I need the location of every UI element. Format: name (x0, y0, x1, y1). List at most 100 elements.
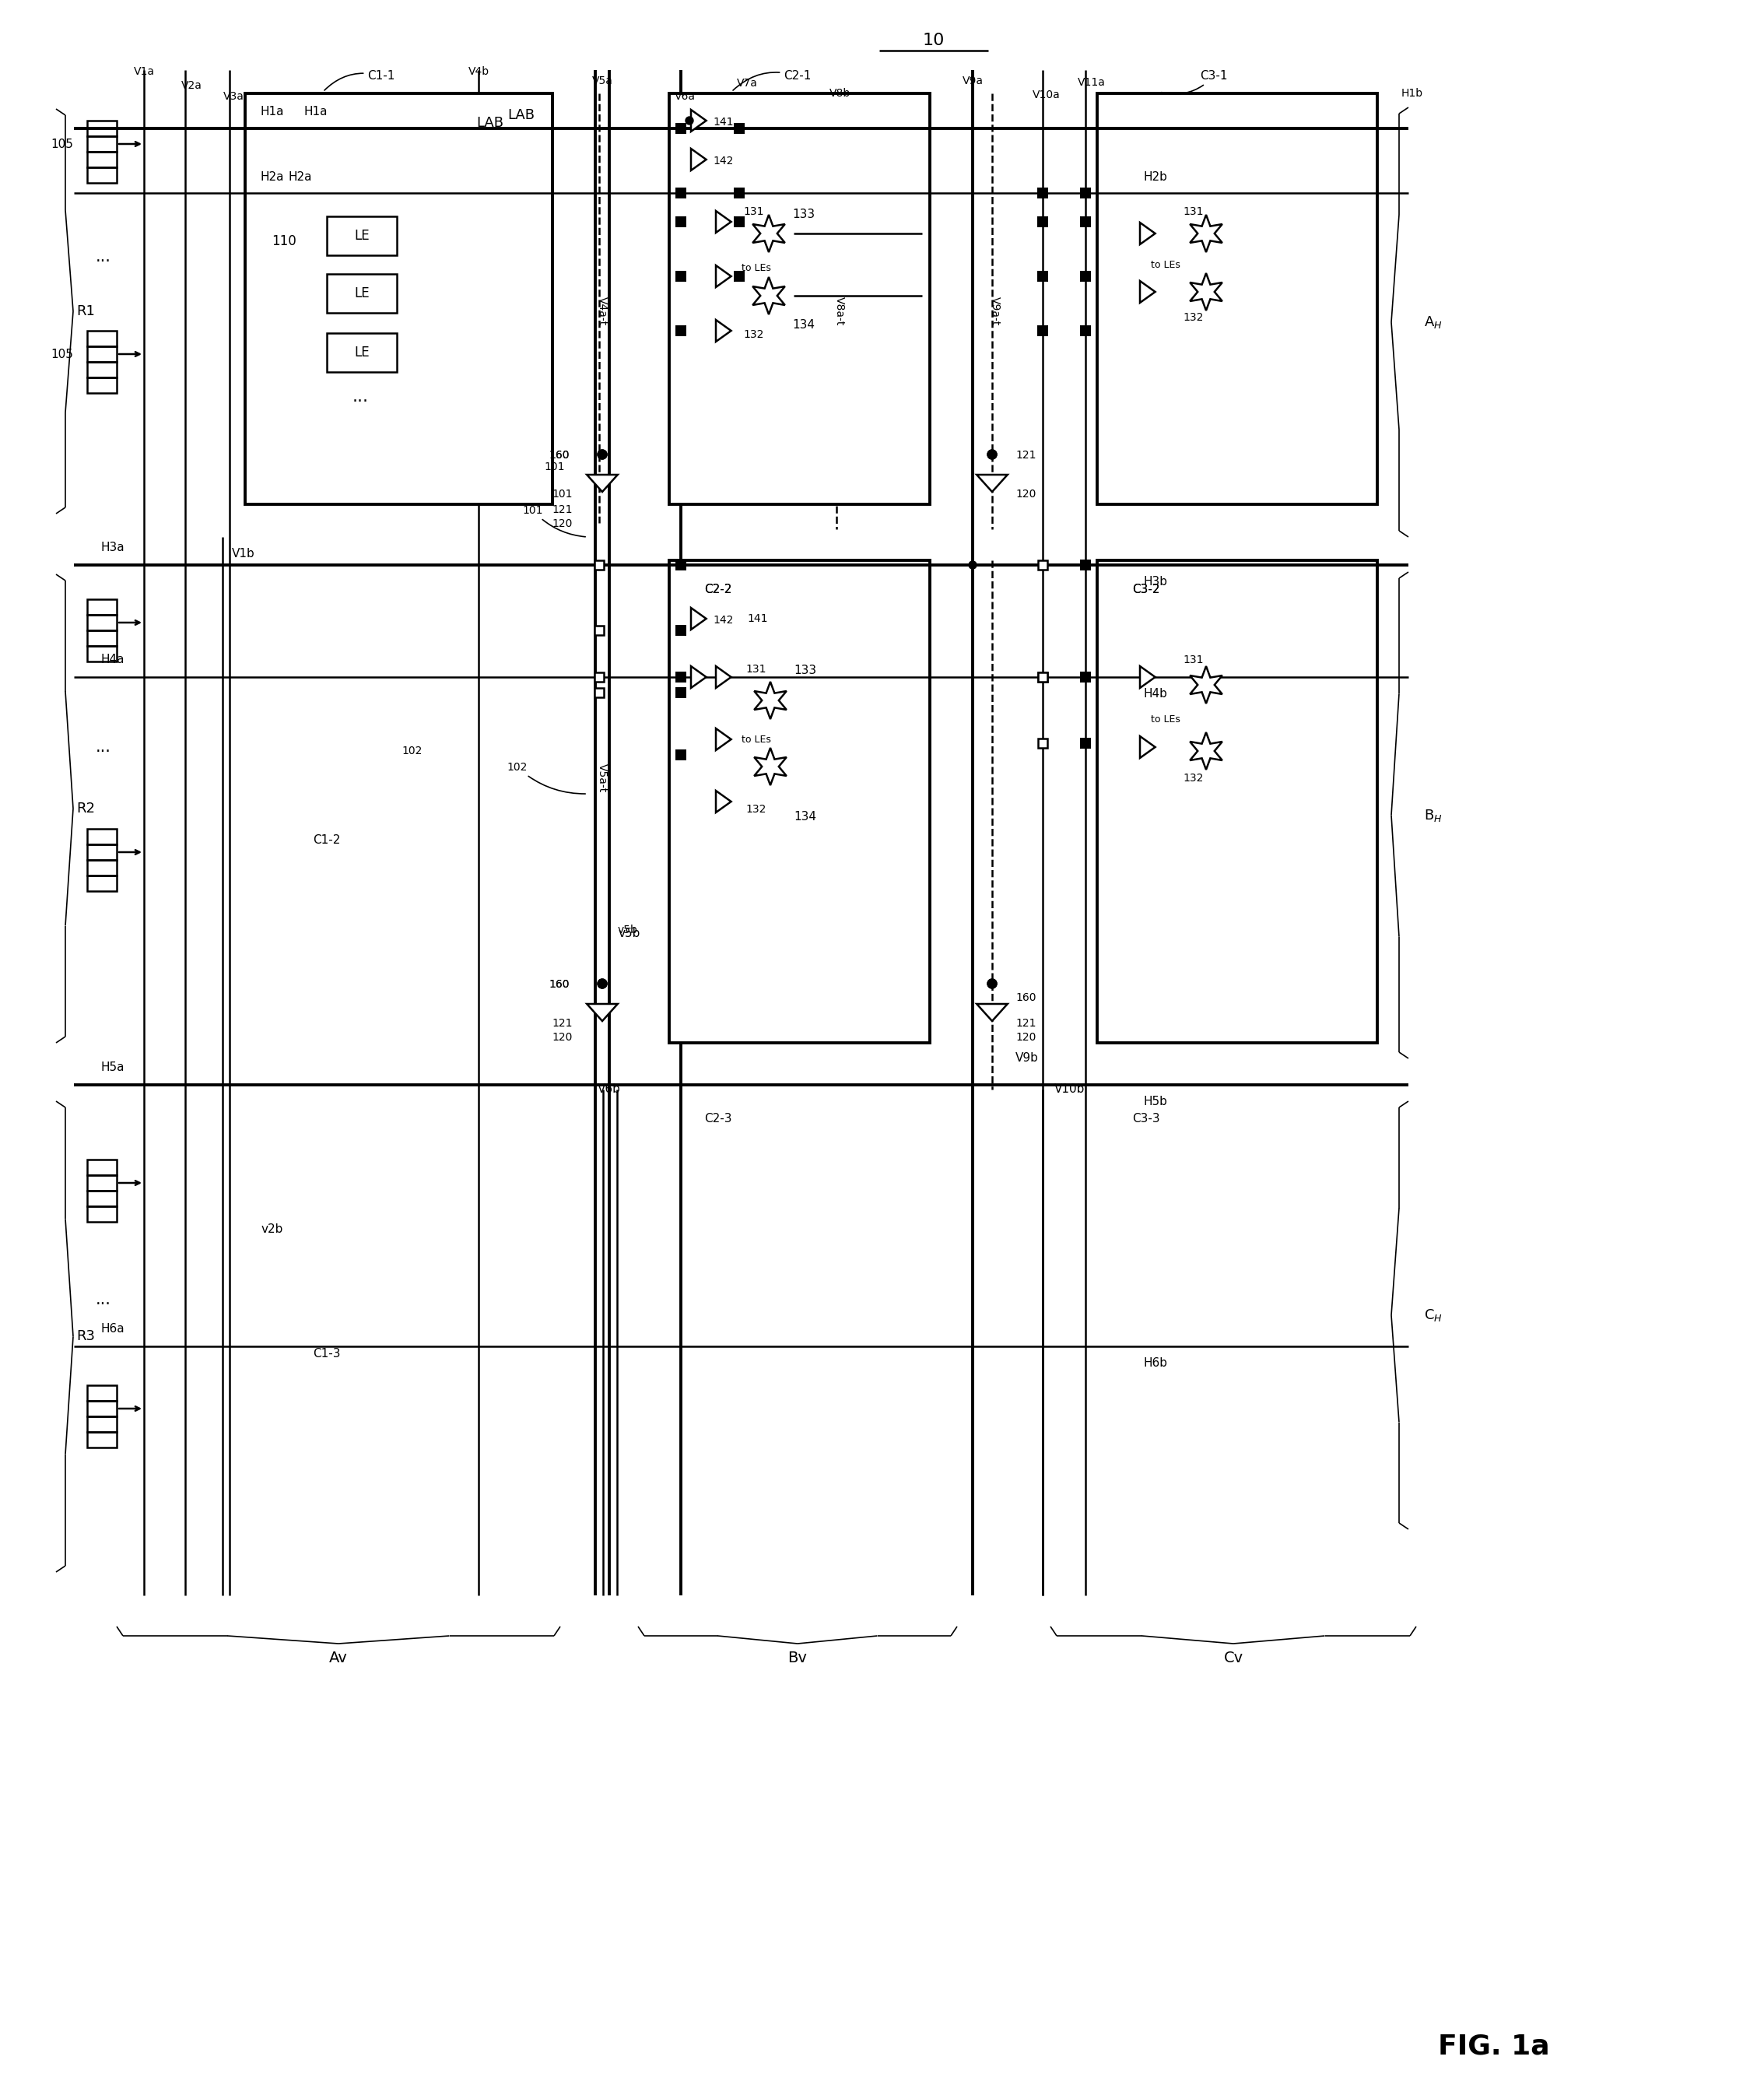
Text: Av: Av (330, 1651, 348, 1666)
Text: A$_H$: A$_H$ (1424, 314, 1443, 331)
Text: H1a: H1a (303, 105, 326, 117)
Text: 120: 120 (1016, 488, 1035, 499)
Bar (1080, 270, 1090, 281)
Bar (86, 859, 116, 876)
Text: V2a: V2a (182, 80, 201, 90)
Text: V1b: V1b (231, 549, 256, 559)
Bar (86, 1416, 116, 1433)
Polygon shape (977, 476, 1007, 492)
Bar (676, 672, 686, 683)
Polygon shape (1140, 281, 1155, 304)
Text: C3-2: C3-2 (1132, 585, 1159, 595)
Text: V1a: V1a (134, 67, 155, 78)
Bar (1037, 559, 1048, 570)
Text: v2b: v2b (261, 1223, 284, 1236)
Bar (86, 151, 116, 168)
Text: H1b: H1b (1401, 88, 1424, 98)
Text: V9a-t: V9a-t (990, 297, 1000, 327)
Text: C1-3: C1-3 (312, 1349, 340, 1360)
Text: ...: ... (353, 390, 369, 404)
Bar (594, 626, 603, 635)
Bar (1080, 559, 1090, 570)
Text: 160: 160 (549, 450, 570, 461)
Bar (1037, 672, 1048, 681)
Bar (594, 672, 603, 681)
Text: V4a-t: V4a-t (596, 297, 609, 327)
Text: V5a-t: V5a-t (596, 765, 609, 792)
Bar (86, 830, 116, 844)
Bar (594, 559, 603, 570)
Polygon shape (1191, 216, 1222, 251)
Polygon shape (753, 216, 785, 251)
Bar (86, 631, 116, 645)
Bar (86, 136, 116, 151)
Text: C2-2: C2-2 (704, 585, 732, 595)
Bar (326, 333, 397, 373)
Polygon shape (716, 266, 730, 287)
Polygon shape (1140, 222, 1155, 245)
Bar (86, 1159, 116, 1175)
Text: H5b: H5b (1143, 1096, 1168, 1108)
Circle shape (968, 561, 977, 570)
Bar (676, 624, 686, 635)
Text: C2-1: C2-1 (734, 69, 811, 90)
Polygon shape (691, 109, 706, 132)
Text: C2-3: C2-3 (704, 1112, 732, 1125)
Text: 120: 120 (1016, 1033, 1035, 1043)
Bar (86, 1402, 116, 1416)
Bar (86, 645, 116, 662)
Text: 121: 121 (1016, 1018, 1035, 1029)
Polygon shape (1191, 272, 1222, 310)
Text: 160: 160 (549, 978, 570, 991)
Bar (1080, 672, 1090, 683)
Text: 120: 120 (552, 1033, 572, 1043)
Text: to LEs: to LEs (741, 264, 771, 274)
Text: H5a: H5a (101, 1062, 125, 1073)
Bar (86, 346, 116, 362)
Text: to LEs: to LEs (1150, 714, 1180, 725)
Text: H3a: H3a (101, 543, 125, 553)
Circle shape (988, 978, 997, 989)
Bar (734, 270, 744, 281)
Text: LAB: LAB (476, 115, 505, 130)
Text: V8b: V8b (829, 88, 850, 98)
Text: C3-3: C3-3 (1132, 1112, 1161, 1125)
Text: R1: R1 (76, 304, 95, 318)
Text: 121: 121 (1016, 450, 1035, 461)
Polygon shape (716, 790, 730, 813)
Bar (1037, 270, 1048, 281)
Bar (86, 844, 116, 859)
Text: 131: 131 (743, 205, 764, 218)
Text: 10: 10 (923, 34, 946, 48)
Text: V4b: V4b (467, 67, 489, 78)
Bar (676, 270, 686, 281)
Text: H4a: H4a (101, 654, 125, 666)
Text: 105: 105 (51, 348, 72, 360)
Text: 133: 133 (792, 210, 815, 220)
Bar (86, 168, 116, 182)
Text: C2-2: C2-2 (704, 585, 732, 595)
Text: 160: 160 (1016, 993, 1035, 1004)
Polygon shape (691, 608, 706, 631)
Bar (1080, 216, 1090, 226)
Bar (676, 124, 686, 134)
Text: H6a: H6a (101, 1324, 125, 1335)
Bar (594, 687, 603, 698)
Bar (1097, 94, 1378, 505)
Text: 141: 141 (746, 614, 767, 624)
Text: 101: 101 (522, 505, 586, 536)
Text: V9a: V9a (961, 75, 983, 86)
Circle shape (598, 450, 607, 459)
Bar (86, 1433, 116, 1448)
Bar (1037, 740, 1048, 748)
Text: FIG. 1a: FIG. 1a (1438, 2034, 1551, 2059)
Bar (676, 559, 686, 570)
Bar (86, 331, 116, 346)
Text: 142: 142 (713, 155, 734, 166)
Text: 101: 101 (552, 488, 572, 499)
Bar (1097, 559, 1378, 1043)
Bar (676, 325, 686, 335)
Text: C1-2: C1-2 (312, 834, 340, 846)
Polygon shape (587, 476, 617, 492)
Text: 102: 102 (402, 746, 423, 756)
